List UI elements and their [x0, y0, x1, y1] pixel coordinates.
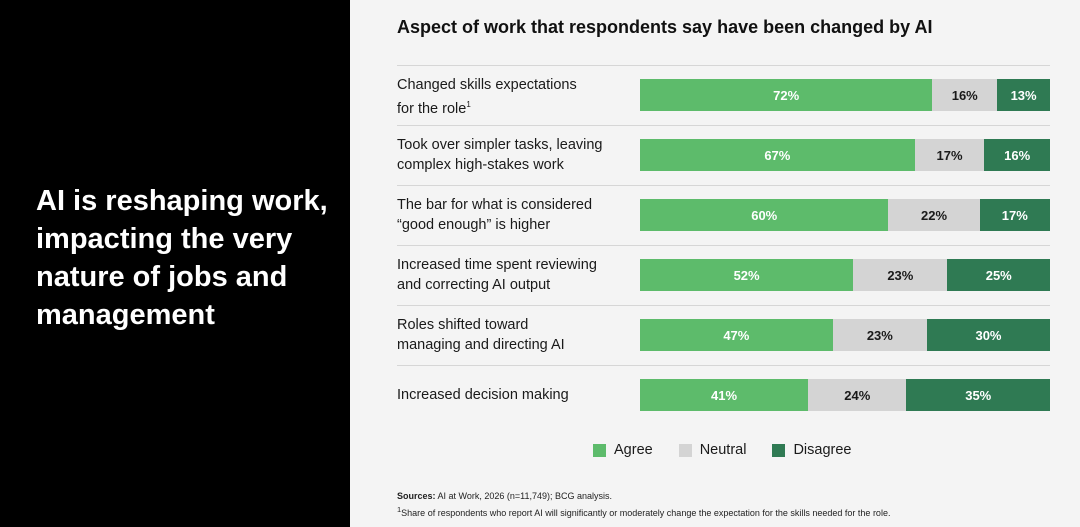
- chart-legend: Agree Neutral Disagree: [593, 442, 851, 458]
- bar-segment-disagree: 13%: [997, 79, 1050, 111]
- footnotes: Sources: AI at Work, 2026 (n=11,749); BC…: [397, 490, 1057, 520]
- chart-title: Aspect of work that respondents say have…: [397, 17, 933, 37]
- category-label-text: Roles shifted toward managing and direct…: [397, 317, 565, 353]
- category-label-text: Increased time spent reviewing and corre…: [397, 257, 597, 293]
- category-label: The bar for what is considered “good eno…: [397, 195, 627, 235]
- category-label-text: Increased decision making: [397, 387, 569, 403]
- footnote-text: Share of respondents who report AI will …: [401, 508, 891, 518]
- category-label: Took over simpler tasks, leaving complex…: [397, 135, 627, 175]
- category-footnote-marker: 1: [466, 100, 471, 109]
- row-divider: [397, 245, 1050, 246]
- category-label-text: Changed skills expectations for the role: [397, 77, 577, 117]
- row-divider: [397, 365, 1050, 366]
- stacked-bar: 52% 23% 25%: [640, 259, 1050, 291]
- bar-segment-neutral: 17%: [914, 139, 985, 171]
- sources-label: Sources:: [397, 491, 436, 501]
- bar-segment-neutral: 22%: [888, 199, 980, 231]
- bar-segment-neutral: 23%: [853, 259, 948, 291]
- stacked-bar: 60% 22% 17%: [640, 199, 1050, 231]
- bar-segment-disagree: 35%: [906, 379, 1050, 411]
- legend-item-neutral: Neutral: [678, 442, 747, 458]
- bar-segment-agree: 60%: [640, 199, 889, 231]
- category-label: Increased time spent reviewing and corre…: [397, 255, 627, 295]
- row-divider: [397, 65, 1050, 66]
- bar-segment-disagree: 16%: [984, 139, 1050, 171]
- stacked-bar: 41% 24% 35%: [640, 379, 1050, 411]
- legend-item-agree: Agree: [593, 442, 653, 458]
- bar-segment-agree: 72%: [640, 79, 933, 111]
- legend-label: Disagree: [793, 442, 852, 458]
- chart-panel: Aspect of work that respondents say have…: [350, 0, 1080, 527]
- sources-text: AI at Work, 2026 (n=11,749); BCG analysi…: [435, 491, 613, 501]
- category-label: Changed skills expectations for the role…: [397, 75, 627, 119]
- headline: AI is reshaping work, impacting the very…: [36, 185, 328, 331]
- bar-segment-agree: 52%: [640, 259, 854, 291]
- bar-segment-neutral: 23%: [832, 319, 927, 351]
- bar-segment-agree: 67%: [640, 139, 915, 171]
- category-label-text: The bar for what is considered “good eno…: [397, 197, 593, 233]
- bar-segment-agree: 47%: [640, 319, 833, 351]
- category-label-text: Took over simpler tasks, leaving complex…: [397, 137, 603, 173]
- legend-swatch: [772, 443, 786, 457]
- footnote-line: 1Share of respondents who report AI will…: [397, 503, 1057, 520]
- legend-swatch: [593, 443, 606, 457]
- sources-line: Sources: AI at Work, 2026 (n=11,749); BC…: [397, 490, 1057, 503]
- legend-label: Agree: [614, 442, 653, 458]
- bar-segment-agree: 41%: [640, 379, 809, 411]
- legend-label: Neutral: [699, 442, 747, 458]
- row-divider: [397, 305, 1050, 306]
- bar-segment-neutral: 16%: [932, 79, 998, 111]
- category-label: Roles shifted toward managing and direct…: [397, 315, 627, 355]
- row-divider: [397, 125, 1050, 126]
- row-divider: [397, 185, 1050, 186]
- category-label: Increased decision making: [397, 385, 627, 405]
- stacked-bar: 67% 17% 16%: [640, 139, 1050, 171]
- stacked-bar: 72% 16% 13%: [640, 79, 1050, 111]
- bar-segment-disagree: 17%: [979, 199, 1050, 231]
- legend-item-disagree: Disagree: [772, 442, 851, 458]
- bar-segment-neutral: 24%: [808, 379, 907, 411]
- left-panel: AI is reshaping work, impacting the very…: [0, 0, 350, 527]
- bar-segment-disagree: 30%: [926, 319, 1050, 351]
- legend-swatch: [678, 443, 692, 457]
- bar-segment-disagree: 25%: [947, 259, 1050, 291]
- chart-rows: Changed skills expectations for the role…: [350, 0, 1080, 527]
- footnote-marker: 1: [397, 505, 402, 514]
- stacked-bar: 47% 23% 30%: [640, 319, 1050, 351]
